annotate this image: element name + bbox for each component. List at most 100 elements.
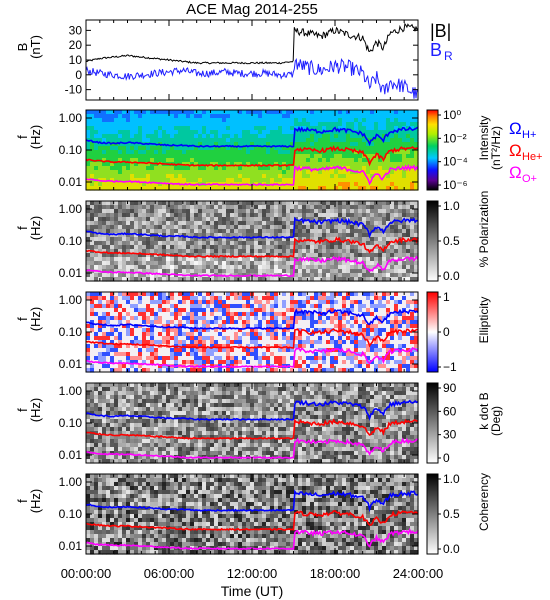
spectrogram-cell <box>222 229 227 234</box>
spectrogram-cell <box>118 320 123 325</box>
spectrogram-cell <box>166 292 171 297</box>
spectrogram-cell <box>138 174 143 179</box>
spectrogram-cell <box>146 118 151 123</box>
spectrogram-cell <box>398 368 403 373</box>
spectrogram-cell <box>210 229 215 234</box>
spectrogram-cell <box>118 348 123 353</box>
spectrogram-cell <box>102 217 107 222</box>
spectrogram-cell <box>398 217 403 222</box>
spectrogram-cell <box>134 308 139 313</box>
spectrogram-cell <box>158 356 163 361</box>
spectrogram-cell <box>154 154 159 159</box>
spectrogram-2 <box>86 201 419 282</box>
spectrogram-cell <box>414 138 419 143</box>
spectrogram-cell <box>334 320 339 325</box>
spectrogram-cell <box>138 130 143 135</box>
spectrogram-cell <box>170 225 175 230</box>
spectrogram-cell <box>358 217 363 222</box>
spectrogram-cell <box>154 205 159 210</box>
spectrogram-cell <box>210 237 215 242</box>
spectrogram-cell <box>370 253 375 258</box>
spectrogram-cell <box>134 209 139 214</box>
spectrogram-cell <box>270 320 275 325</box>
spectrogram-cell <box>278 233 283 238</box>
spectrogram-cell <box>378 308 383 313</box>
spectrogram-cell <box>146 257 151 262</box>
spectrogram-cell <box>262 186 267 191</box>
spectrogram-cell <box>166 308 171 313</box>
spectrogram-cell <box>238 122 243 127</box>
spectrogram-cell <box>166 257 171 262</box>
spectrogram-cell <box>214 300 219 305</box>
spectrogram-cell <box>326 114 331 119</box>
spectrogram-cell <box>266 174 271 179</box>
spectrogram-cell <box>106 348 111 353</box>
spectrogram-cell <box>194 138 199 143</box>
spectrogram-cell <box>346 138 351 143</box>
spectrogram-cell <box>354 205 359 210</box>
spectrogram-cell <box>226 237 231 242</box>
spectrogram-cell <box>174 304 179 309</box>
spectrogram-cell <box>178 269 183 274</box>
spectrogram-cell <box>182 261 187 266</box>
spectrogram-cell <box>386 237 391 242</box>
spectrogram-cell <box>122 296 127 301</box>
spectrogram-cell <box>290 368 295 373</box>
spectrogram-cell <box>154 118 159 123</box>
spectrogram-cell <box>142 217 147 222</box>
spectrogram-cell <box>210 126 215 131</box>
spectrogram-cell <box>126 162 131 167</box>
spectrogram-cell <box>246 340 251 345</box>
spectrogram-cell <box>342 364 347 369</box>
spectrogram-cell <box>282 308 287 313</box>
spectrogram-cell <box>406 114 411 119</box>
spectrogram-cell <box>310 237 315 242</box>
spectrogram-cell <box>134 217 139 222</box>
spectrogram-cell <box>282 213 287 218</box>
spectrogram-cell <box>110 146 115 151</box>
spectrogram-cell <box>206 114 211 119</box>
spectrogram-cell <box>314 368 319 373</box>
spectrogram-cell <box>206 324 211 329</box>
spectrogram-cell <box>206 340 211 345</box>
spectrogram-cell <box>270 114 275 119</box>
spectrogram-cell <box>274 209 279 214</box>
spectrogram-cell <box>394 205 399 210</box>
spectrogram-cell <box>162 154 167 159</box>
spectrogram-cell <box>306 312 311 317</box>
spectrogram-cell <box>398 336 403 341</box>
spectrogram-cell <box>242 312 247 317</box>
spectrogram-cell <box>106 257 111 262</box>
spectrogram-cell <box>298 320 303 325</box>
spectrogram-cell <box>194 253 199 258</box>
spectrogram-cell <box>194 229 199 234</box>
spectrogram-cell <box>202 150 207 155</box>
spectrogram-cell <box>194 146 199 151</box>
spectrogram-cell <box>106 154 111 159</box>
spectrogram-cell <box>246 162 251 167</box>
spectrogram-cell <box>162 170 167 175</box>
spectrogram-cell <box>86 356 91 361</box>
spectrogram-cell <box>118 178 123 183</box>
spectrogram-cell <box>186 352 191 357</box>
spectrogram-cell <box>282 186 287 191</box>
spectrogram-cell <box>122 328 127 333</box>
spectrogram-cell <box>198 245 203 250</box>
spectrogram-cell <box>286 170 291 175</box>
spectrogram-cell <box>126 332 131 337</box>
spectrogram-3 <box>86 292 419 373</box>
spectrogram-cell <box>350 154 355 159</box>
spectrogram-cell <box>234 150 239 155</box>
spectrogram-cell <box>206 245 211 250</box>
spectrogram-cell <box>386 221 391 226</box>
spectrogram-cell <box>194 356 199 361</box>
spectrogram-cell <box>278 138 283 143</box>
spectrogram-cell <box>202 249 207 254</box>
spectrogram-cell <box>118 265 123 270</box>
spectrogram-cell <box>322 253 327 258</box>
spectrogram-cell <box>346 205 351 210</box>
spectrogram-cell <box>334 296 339 301</box>
spectrogram-cell <box>306 348 311 353</box>
spectrogram-cell <box>326 316 331 321</box>
spectrogram-cell <box>394 336 399 341</box>
